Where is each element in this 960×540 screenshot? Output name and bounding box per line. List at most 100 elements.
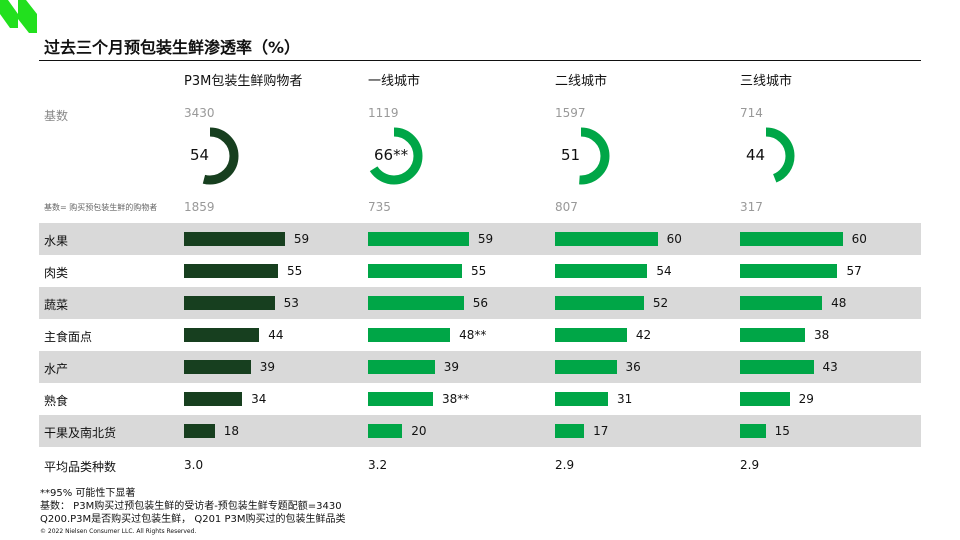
- bar-value: 18: [223, 424, 240, 438]
- donut-arc: [737, 127, 795, 185]
- donut-penetration: [737, 127, 795, 185]
- bar: [740, 232, 843, 246]
- bar-value: 39: [259, 360, 275, 374]
- bar: [368, 296, 464, 310]
- bar-value: 60: [851, 232, 867, 246]
- bar-value: 39: [443, 360, 459, 374]
- bar: [368, 264, 463, 278]
- bar-value: 48: [831, 296, 847, 310]
- logo-icon: [0, 0, 37, 33]
- bar: [184, 328, 260, 342]
- bar: [184, 360, 251, 374]
- base2-value: 807: [555, 200, 578, 214]
- bar-value: 17: [593, 424, 609, 438]
- avg-value: 3.2: [368, 458, 388, 472]
- bar-value: 55: [287, 264, 303, 278]
- bar: [555, 328, 627, 342]
- category-label: 水果: [44, 234, 69, 248]
- base2-label: 基数= 购买预包装生鲜的购物者: [44, 203, 158, 212]
- bar: [555, 360, 617, 374]
- bar: [184, 264, 279, 278]
- bar: [368, 360, 435, 374]
- base2-value: 735: [368, 200, 391, 214]
- bar-value: 48**: [459, 328, 487, 342]
- bar-value: 54: [656, 264, 672, 278]
- donut-penetration: [181, 127, 239, 185]
- column-header: 三线城市: [740, 74, 793, 89]
- avg-value: 2.9: [555, 458, 575, 472]
- copyright: © 2022 Nielsen Consumer LLC. All Rights …: [40, 528, 197, 535]
- donut-penetration: [365, 127, 423, 185]
- footnote-significance: **95% 可能性下显著: [40, 488, 136, 499]
- bar-value: 53: [283, 296, 299, 310]
- donut-label: 44: [746, 146, 766, 164]
- bar: [740, 328, 805, 342]
- category-label: 干果及南北货: [44, 426, 117, 440]
- base-value: 3430: [184, 106, 215, 120]
- column-header: P3M包装生鲜购物者: [184, 74, 303, 89]
- bar: [555, 296, 644, 310]
- bar-value: 60: [666, 232, 682, 246]
- bar: [740, 392, 790, 406]
- base-label: 基数: [44, 109, 69, 123]
- title-rule: [39, 60, 921, 61]
- bar: [555, 232, 658, 246]
- bar-value: 36: [625, 360, 641, 374]
- bar-value: 34: [251, 392, 267, 406]
- bar: [740, 296, 823, 310]
- footnote-base: 基数： P3M购买过预包装生鲜的受访者-预包装生鲜专题配额=3430: [40, 501, 342, 512]
- avg-value: 3.0: [184, 458, 204, 472]
- base2-value: 1859: [184, 200, 215, 214]
- bar-value: 56: [472, 296, 489, 310]
- bar: [368, 424, 403, 438]
- bar: [555, 264, 648, 278]
- bar-value: 29: [798, 392, 814, 406]
- bar-value: 59: [477, 232, 494, 246]
- column-header: 一线城市: [368, 74, 421, 89]
- base-value: 1597: [555, 106, 586, 120]
- bar-value: 15: [774, 424, 790, 438]
- donut-arc: [552, 127, 610, 185]
- column-header: 二线城市: [555, 74, 608, 89]
- avg-label: 平均品类种数: [44, 460, 117, 474]
- bar: [555, 424, 585, 438]
- bar-value: 52: [652, 296, 669, 310]
- bar-value: 20: [411, 424, 427, 438]
- donut-penetration: [552, 127, 610, 185]
- donut-label: 51: [561, 146, 581, 164]
- bar: [184, 392, 243, 406]
- bar-value: 43: [822, 360, 838, 374]
- bar: [740, 360, 814, 374]
- bar-value: 38: [813, 328, 830, 342]
- bar: [184, 296, 275, 310]
- bar: [184, 424, 215, 438]
- category-label: 蔬菜: [44, 298, 69, 312]
- avg-value: 2.9: [740, 458, 760, 472]
- bar-value: 31: [617, 392, 633, 406]
- bar-value: 57: [846, 264, 862, 278]
- donut-label: 66**: [374, 146, 409, 164]
- bar: [368, 328, 451, 342]
- base-value: 1119: [368, 106, 399, 120]
- page-title: 过去三个月预包装生鲜渗透率（%）: [44, 38, 301, 57]
- category-label: 水产: [44, 362, 69, 376]
- base2-value: 317: [740, 200, 763, 214]
- footnote-questions: Q200.P3M是否购买过包装生鲜， Q201 P3M购买过的包装生鲜品类: [40, 514, 346, 525]
- bar: [740, 424, 766, 438]
- bar: [555, 392, 608, 406]
- bar: [740, 264, 838, 278]
- donut-label: 54: [190, 146, 210, 164]
- bar-value: 44: [268, 328, 284, 342]
- bar: [368, 392, 433, 406]
- bar-value: 42: [635, 328, 652, 342]
- bar-value: 55: [471, 264, 487, 278]
- category-label: 肉类: [44, 266, 69, 280]
- bar-value: 59: [293, 232, 310, 246]
- donut-arc: [365, 127, 423, 185]
- donut-arc: [181, 127, 239, 185]
- base-value: 714: [740, 106, 763, 120]
- bar: [368, 232, 469, 246]
- category-label: 熟食: [44, 394, 69, 408]
- bar: [184, 232, 285, 246]
